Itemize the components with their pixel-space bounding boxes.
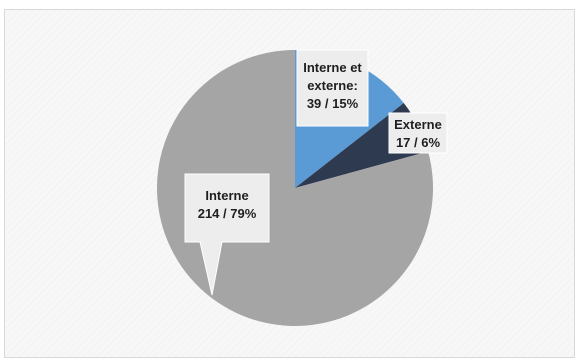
data-label-text: Interne — [205, 188, 248, 203]
pie-slice-interne — [157, 50, 434, 326]
data-label-text: 39 / 15% — [307, 96, 359, 111]
data-label-text: externe: — [307, 78, 358, 93]
data-label-text: 214 / 79% — [198, 206, 257, 221]
data-label-text: Externe — [394, 117, 442, 132]
label-box — [388, 112, 448, 154]
data-label-externe: Externe 17 / 6% — [388, 112, 448, 154]
data-label-interne: Interne 214 / 79% — [184, 173, 270, 296]
label-box — [296, 49, 369, 127]
label-box — [184, 173, 270, 243]
data-label-interne-et-externe: Interne et externe: 39 / 15% — [296, 49, 369, 127]
label-seam-cover — [201, 241, 221, 243]
data-label-text: 17 / 6% — [396, 135, 441, 150]
data-label-text: Interne et — [303, 60, 362, 75]
